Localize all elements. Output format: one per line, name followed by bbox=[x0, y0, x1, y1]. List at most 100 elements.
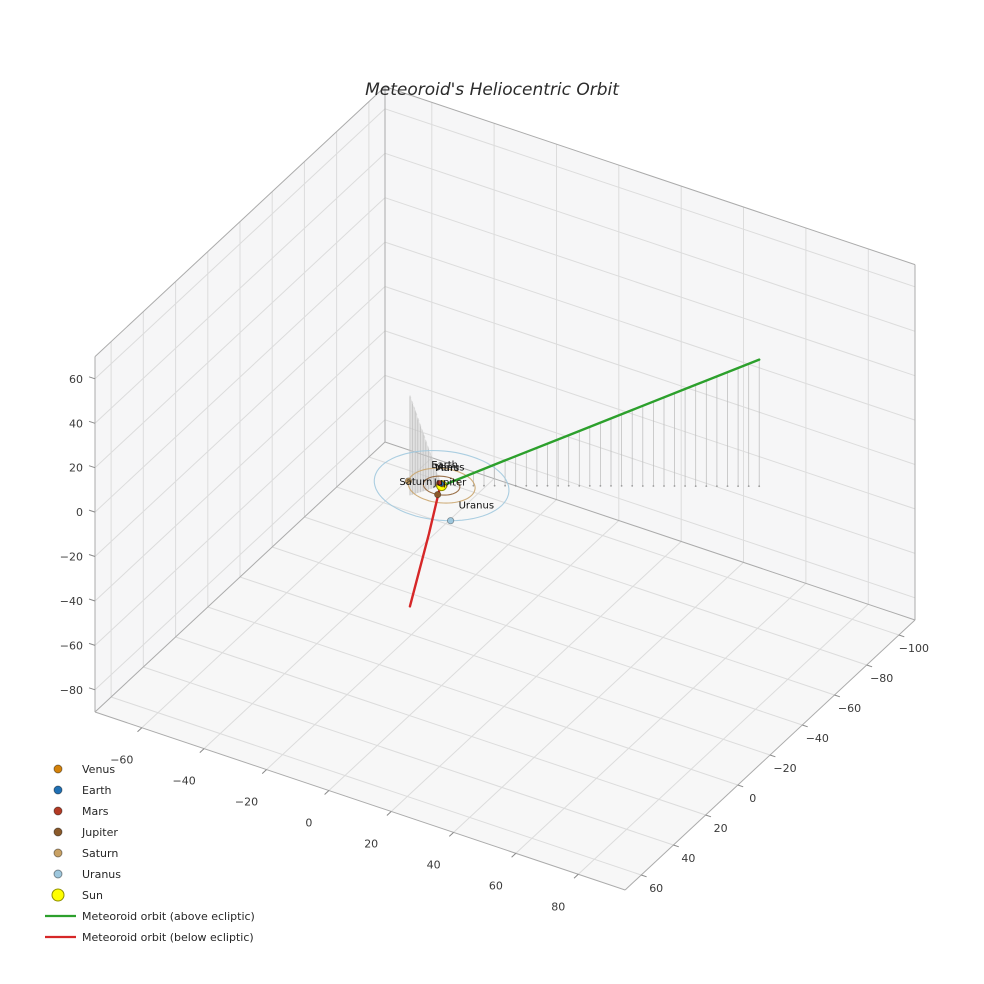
stem-dot bbox=[567, 484, 570, 487]
y-tick bbox=[769, 754, 776, 758]
x-tick-label: 20 bbox=[364, 838, 378, 851]
z-tick-label: 60 bbox=[69, 373, 83, 386]
axis-edge bbox=[94, 86, 386, 357]
x-tick bbox=[386, 811, 392, 816]
fan-edge bbox=[409, 395, 443, 486]
stem-dot bbox=[578, 485, 581, 487]
x-tick bbox=[261, 769, 267, 774]
stem-dot bbox=[641, 485, 644, 487]
legend-label-earth: Earth bbox=[82, 784, 112, 797]
legend-label-sun: Sun bbox=[82, 889, 103, 902]
stem-dot bbox=[705, 485, 708, 487]
y-tick-label: 60 bbox=[649, 882, 663, 895]
stem-dot bbox=[684, 485, 686, 487]
x-tick bbox=[324, 790, 330, 795]
x-tick-label: 60 bbox=[489, 879, 503, 892]
x-tick bbox=[573, 873, 579, 879]
chart-title: Meteoroid's Heliocentric Orbit bbox=[365, 80, 619, 100]
stem-dot bbox=[726, 485, 729, 487]
z-tick bbox=[88, 509, 96, 513]
legend-marker-jupiter bbox=[53, 827, 63, 837]
gridline-z bbox=[384, 330, 916, 510]
planet-label-venus: Venus bbox=[434, 462, 464, 473]
gridline-y bbox=[207, 606, 738, 786]
y-tick bbox=[641, 874, 647, 878]
x-tick-label: 0 bbox=[305, 817, 312, 830]
axis-edge bbox=[94, 711, 626, 891]
stem-dot bbox=[557, 484, 559, 487]
stem-dot bbox=[546, 484, 549, 487]
z-tick bbox=[88, 598, 96, 602]
z-tick-label: −40 bbox=[60, 595, 83, 608]
stem-dot bbox=[747, 485, 750, 487]
stem-dot bbox=[525, 484, 528, 487]
gridline-y bbox=[239, 576, 771, 756]
z-tick bbox=[88, 554, 96, 557]
y-tick bbox=[834, 694, 841, 698]
planet-dot-jupiter bbox=[434, 490, 442, 499]
z-tick bbox=[88, 465, 96, 469]
gridline-y bbox=[368, 456, 900, 636]
x-tick bbox=[511, 852, 517, 858]
y-tick bbox=[802, 724, 808, 728]
gridline-y bbox=[304, 516, 835, 696]
x-tick bbox=[448, 832, 454, 837]
gridline-z bbox=[384, 419, 916, 599]
y-tick bbox=[866, 664, 873, 668]
stem-dot bbox=[652, 485, 655, 487]
y-tick-label: −100 bbox=[899, 642, 929, 655]
z-tick bbox=[88, 687, 96, 691]
y-tick-label: 20 bbox=[714, 822, 728, 835]
gridline-z bbox=[94, 330, 386, 602]
z-tick-label: 40 bbox=[69, 417, 83, 430]
gridline-y bbox=[336, 486, 867, 666]
gridline-y bbox=[110, 696, 642, 876]
legend-marker-uranus bbox=[53, 869, 63, 879]
legend-label-jupiter: Jupiter bbox=[81, 826, 118, 839]
meteoroid-orbit-below-line bbox=[408, 487, 441, 608]
meteoroid-orbit-above-line bbox=[443, 358, 761, 486]
gridline-z bbox=[384, 152, 916, 332]
axis-edge bbox=[384, 86, 916, 266]
z-tick-label: −20 bbox=[60, 551, 83, 564]
y-tick bbox=[898, 634, 905, 638]
y-tick bbox=[673, 844, 679, 848]
stem-dot bbox=[472, 484, 475, 487]
z-tick-label: 20 bbox=[69, 462, 83, 475]
planet-label-jupiter: Jupiter bbox=[433, 478, 467, 489]
y-tick-label: 0 bbox=[749, 792, 756, 805]
x-tick bbox=[199, 748, 205, 753]
stem-dot bbox=[536, 484, 538, 487]
z-tick-label: 0 bbox=[76, 506, 83, 519]
x-tick-label: 80 bbox=[551, 900, 565, 913]
gridline-z bbox=[384, 197, 916, 377]
stem-dot bbox=[610, 485, 612, 487]
z-tick-label: −60 bbox=[60, 639, 83, 652]
stem-dot bbox=[737, 485, 739, 487]
axis-edge bbox=[384, 441, 916, 621]
legend-label-saturn: Saturn bbox=[82, 847, 118, 860]
legend-marker-saturn bbox=[53, 848, 63, 858]
gridline-z bbox=[94, 375, 386, 646]
y-tick bbox=[705, 814, 712, 818]
x-tick bbox=[137, 727, 143, 733]
planet-dot-mars bbox=[436, 479, 443, 486]
y-tick-label: −80 bbox=[870, 672, 893, 685]
stem-dot bbox=[588, 485, 591, 487]
legend-marker-mars bbox=[53, 806, 63, 816]
stem-dot bbox=[504, 484, 506, 487]
stem-dot bbox=[716, 485, 718, 487]
right-wall-pane bbox=[385, 86, 915, 621]
x-tick-label: −20 bbox=[235, 796, 258, 809]
planet-label-mars: Mars bbox=[435, 463, 459, 474]
gridline-z bbox=[94, 286, 386, 557]
z-tick bbox=[88, 420, 96, 424]
legend-marker-venus bbox=[53, 764, 63, 774]
legend-label-uranus: Uranus bbox=[82, 868, 121, 881]
legend-marker-sun bbox=[51, 888, 65, 902]
planet-orbit-saturn bbox=[407, 467, 476, 504]
legend-label-meteoroid-orbit-below-ecliptic-: Meteoroid orbit (below ecliptic) bbox=[82, 931, 254, 944]
x-tick-label: −60 bbox=[110, 754, 133, 767]
y-tick-label: −20 bbox=[773, 762, 796, 775]
